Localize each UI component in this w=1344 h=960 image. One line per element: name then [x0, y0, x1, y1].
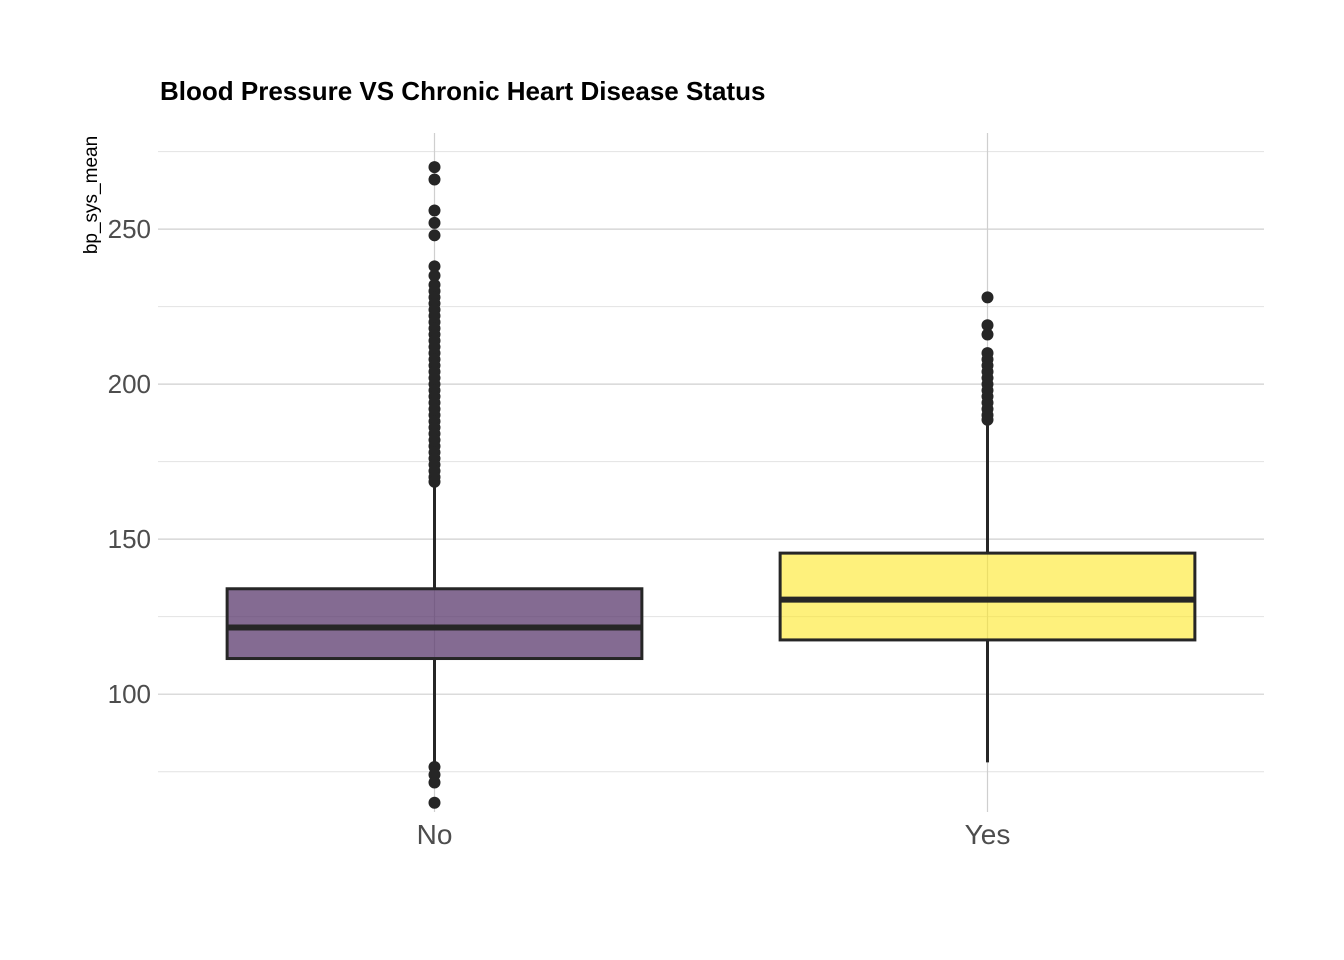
box-iqr — [778, 551, 1197, 642]
y-tick-label: 150 — [108, 524, 151, 554]
outlier-point — [428, 204, 441, 217]
axis-ticks: 100 150 200 250 No Yes — [108, 214, 1011, 850]
outlier-point — [981, 291, 994, 304]
outlier-point — [428, 173, 441, 186]
outlier-point — [428, 475, 441, 488]
outlier-point — [428, 260, 441, 273]
y-tick-label: 100 — [108, 679, 151, 709]
x-tick-label: No — [417, 819, 453, 850]
y-tick-label: 250 — [108, 214, 151, 244]
y-axis-label: bp_sys_mean — [81, 136, 102, 254]
outlier-point — [981, 413, 994, 426]
box-yes — [778, 291, 1197, 763]
box-iqr — [225, 587, 644, 661]
outlier-point — [428, 229, 441, 242]
boxes — [225, 161, 1197, 809]
x-tick-label: Yes — [965, 819, 1011, 850]
outlier-point — [428, 796, 441, 809]
outlier-point — [428, 161, 441, 174]
outlier-point — [428, 216, 441, 229]
box-no — [225, 161, 644, 809]
chart-title: Blood Pressure VS Chronic Heart Disease … — [160, 76, 765, 106]
outlier-point — [981, 328, 994, 341]
grid — [158, 133, 1264, 812]
outlier-point — [981, 319, 994, 332]
y-tick-label: 200 — [108, 369, 151, 399]
outlier-point — [428, 269, 441, 282]
outlier-point — [428, 776, 441, 789]
